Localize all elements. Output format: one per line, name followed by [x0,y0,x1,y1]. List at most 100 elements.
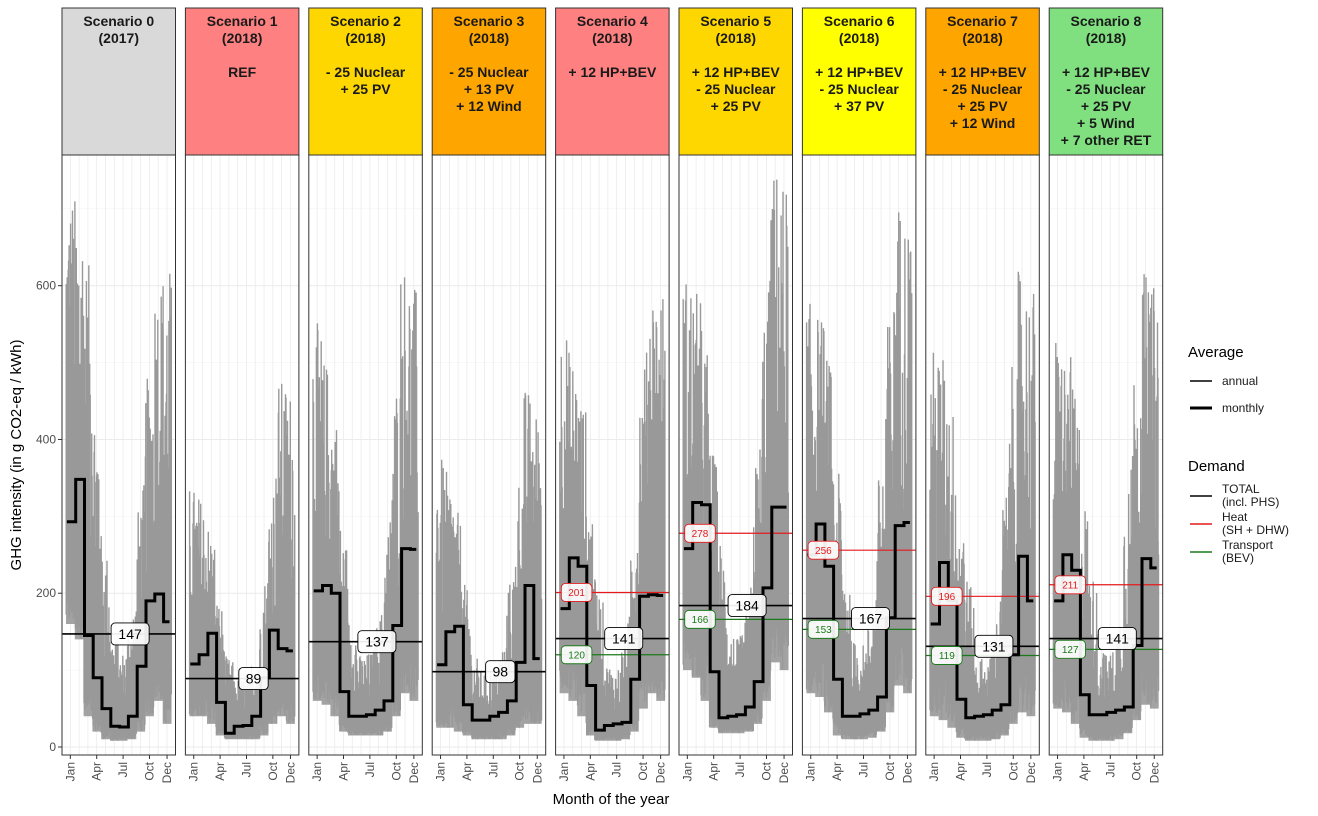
x-tick-label: Jan [1051,762,1065,781]
panel-scenario-4: Scenario 4(2018) + 12 HP+BEV 141 201 120 Jan A… [555,7,670,783]
y-axis: 0 200 400 600 [36,279,62,754]
strip-background [308,7,423,156]
label-box [727,594,767,617]
x-tick-label: Jan [557,762,571,781]
strip-title-line: (2018) [222,30,262,46]
panel-border [431,154,547,756]
strip-title-line: (2018) [716,30,756,46]
label-text: 153 [815,625,832,636]
x-tick-label: Jul [239,762,253,777]
strip-title-line: (2018) [469,30,509,46]
strip-title-line: + 5 Wind [1077,115,1135,131]
panel-scenario-5: Scenario 5(2018) + 12 HP+BEV- 25 Nuclear+… [678,7,793,783]
strip-title-line: + 12 HP+BEV [692,64,781,80]
panel-border [61,154,176,756]
label-text: 256 [815,546,832,557]
legend-average-title: Average [1188,344,1244,361]
heat-label: 211 [1054,575,1086,595]
label-box [238,667,269,691]
x-tick-label: Jul [980,762,994,777]
x-tick-label: Dec [530,762,544,783]
label-box [110,622,150,646]
strip-title-line: + 12 HP+BEV [815,64,904,80]
label-box [807,619,840,639]
strip-title-line: Scenario 2 [330,13,401,29]
annual-label: 131 [974,634,1014,658]
y-tick-label: 600 [36,279,56,293]
x-tick-label: Oct [389,761,403,780]
legend-demand-label: (BEV) [1222,551,1254,565]
label-text: 141 [612,631,636,647]
strip-title-line: + 13 PV [464,81,515,97]
label-text: 141 [1106,631,1130,647]
x-tick-label: Jul [486,762,500,777]
label-text: 98 [493,664,509,680]
label-text: 201 [568,588,585,599]
strip-background [184,7,300,156]
x-tick-label: Dec [654,762,668,783]
strip-title-line: Scenario 0 [83,13,154,29]
legend-demand-title: Demand [1188,458,1245,475]
strip-title-line: + 12 Wind [456,98,522,114]
x-tick-label: Jul [856,762,870,777]
strip-title-line: (2017) [99,30,139,46]
x-tick-label: Apr [90,762,104,781]
strip-title-line: Scenario 5 [700,13,771,29]
panel-scenario-7: Scenario 7(2018)+ 12 HP+BEV- 25 Nuclear+… [925,7,1040,783]
transport-label: 153 [807,619,840,639]
strip-title-line: - 25 Nuclear [1066,81,1146,97]
legend-average-label: monthly [1222,401,1264,415]
x-tick-label: Apr [460,762,474,781]
label-text: 119 [939,651,955,662]
x-tick-label: Apr [337,762,351,781]
legend-demand-label: Transport [1222,538,1274,552]
legend-demand-label: (incl. PHS) [1222,495,1279,509]
monthly-step-line [683,501,787,720]
label-text: 278 [692,529,709,540]
strip-title-line: - 25 Nuclear [696,81,776,97]
x-tick-label: Oct [759,761,773,780]
x-tick-label: Dec [1147,762,1161,783]
label-box [851,607,890,631]
strip-background [678,7,793,156]
strip-title-line: - 25 Nuclear [819,81,899,97]
label-box [560,645,593,665]
label-box [684,609,716,629]
annual-label: 137 [357,630,397,654]
strip-background [1048,7,1164,156]
y-axis-title: GHG intensity (in g CO2-eq / kWh) [8,340,25,571]
strip-title-line: (2018) [962,30,1002,46]
annual-label: 147 [110,622,150,646]
strip-title-line: + 25 PV [1081,98,1132,114]
label-box [974,634,1014,658]
strip-title-line: + 25 PV [711,98,762,114]
strip-title-line: + 37 PV [834,98,885,114]
annual-label: 89 [238,667,269,691]
x-tick-label: Dec [777,762,791,783]
heat-label: 256 [807,540,840,560]
transport-label: 127 [1054,639,1086,659]
panel-border [678,154,793,756]
x-tick-label: Apr [707,762,721,781]
strip-title-line: + 12 HP+BEV [568,64,657,80]
x-axis-title: Month of the year [553,791,670,808]
label-text: 131 [982,638,1006,654]
x-tick-label: Apr [830,762,844,781]
monthly-step-line [66,477,170,729]
strip-title-line: - 25 Nuclear [943,81,1023,97]
panel-border [801,154,917,756]
strip-title-line: + 25 PV [340,81,391,97]
x-tick-label: Dec [900,762,914,783]
x-tick-label: Apr [213,762,227,781]
label-text: 89 [246,671,262,687]
strip-background [431,7,547,156]
x-tick-label: Jan [63,762,77,781]
strip-background [925,7,1040,156]
x-tick-label: Oct [1130,761,1144,780]
transport-label: 120 [560,645,593,665]
panel-scenario-2: Scenario 2(2018) - 25 Nuclear+ 25 PV 137 Ja… [308,7,423,783]
y-tick-label: 0 [49,740,56,754]
monthly-step-line [437,584,540,722]
monthly-step-line [560,556,664,732]
x-tick-label: Jan [927,762,941,781]
